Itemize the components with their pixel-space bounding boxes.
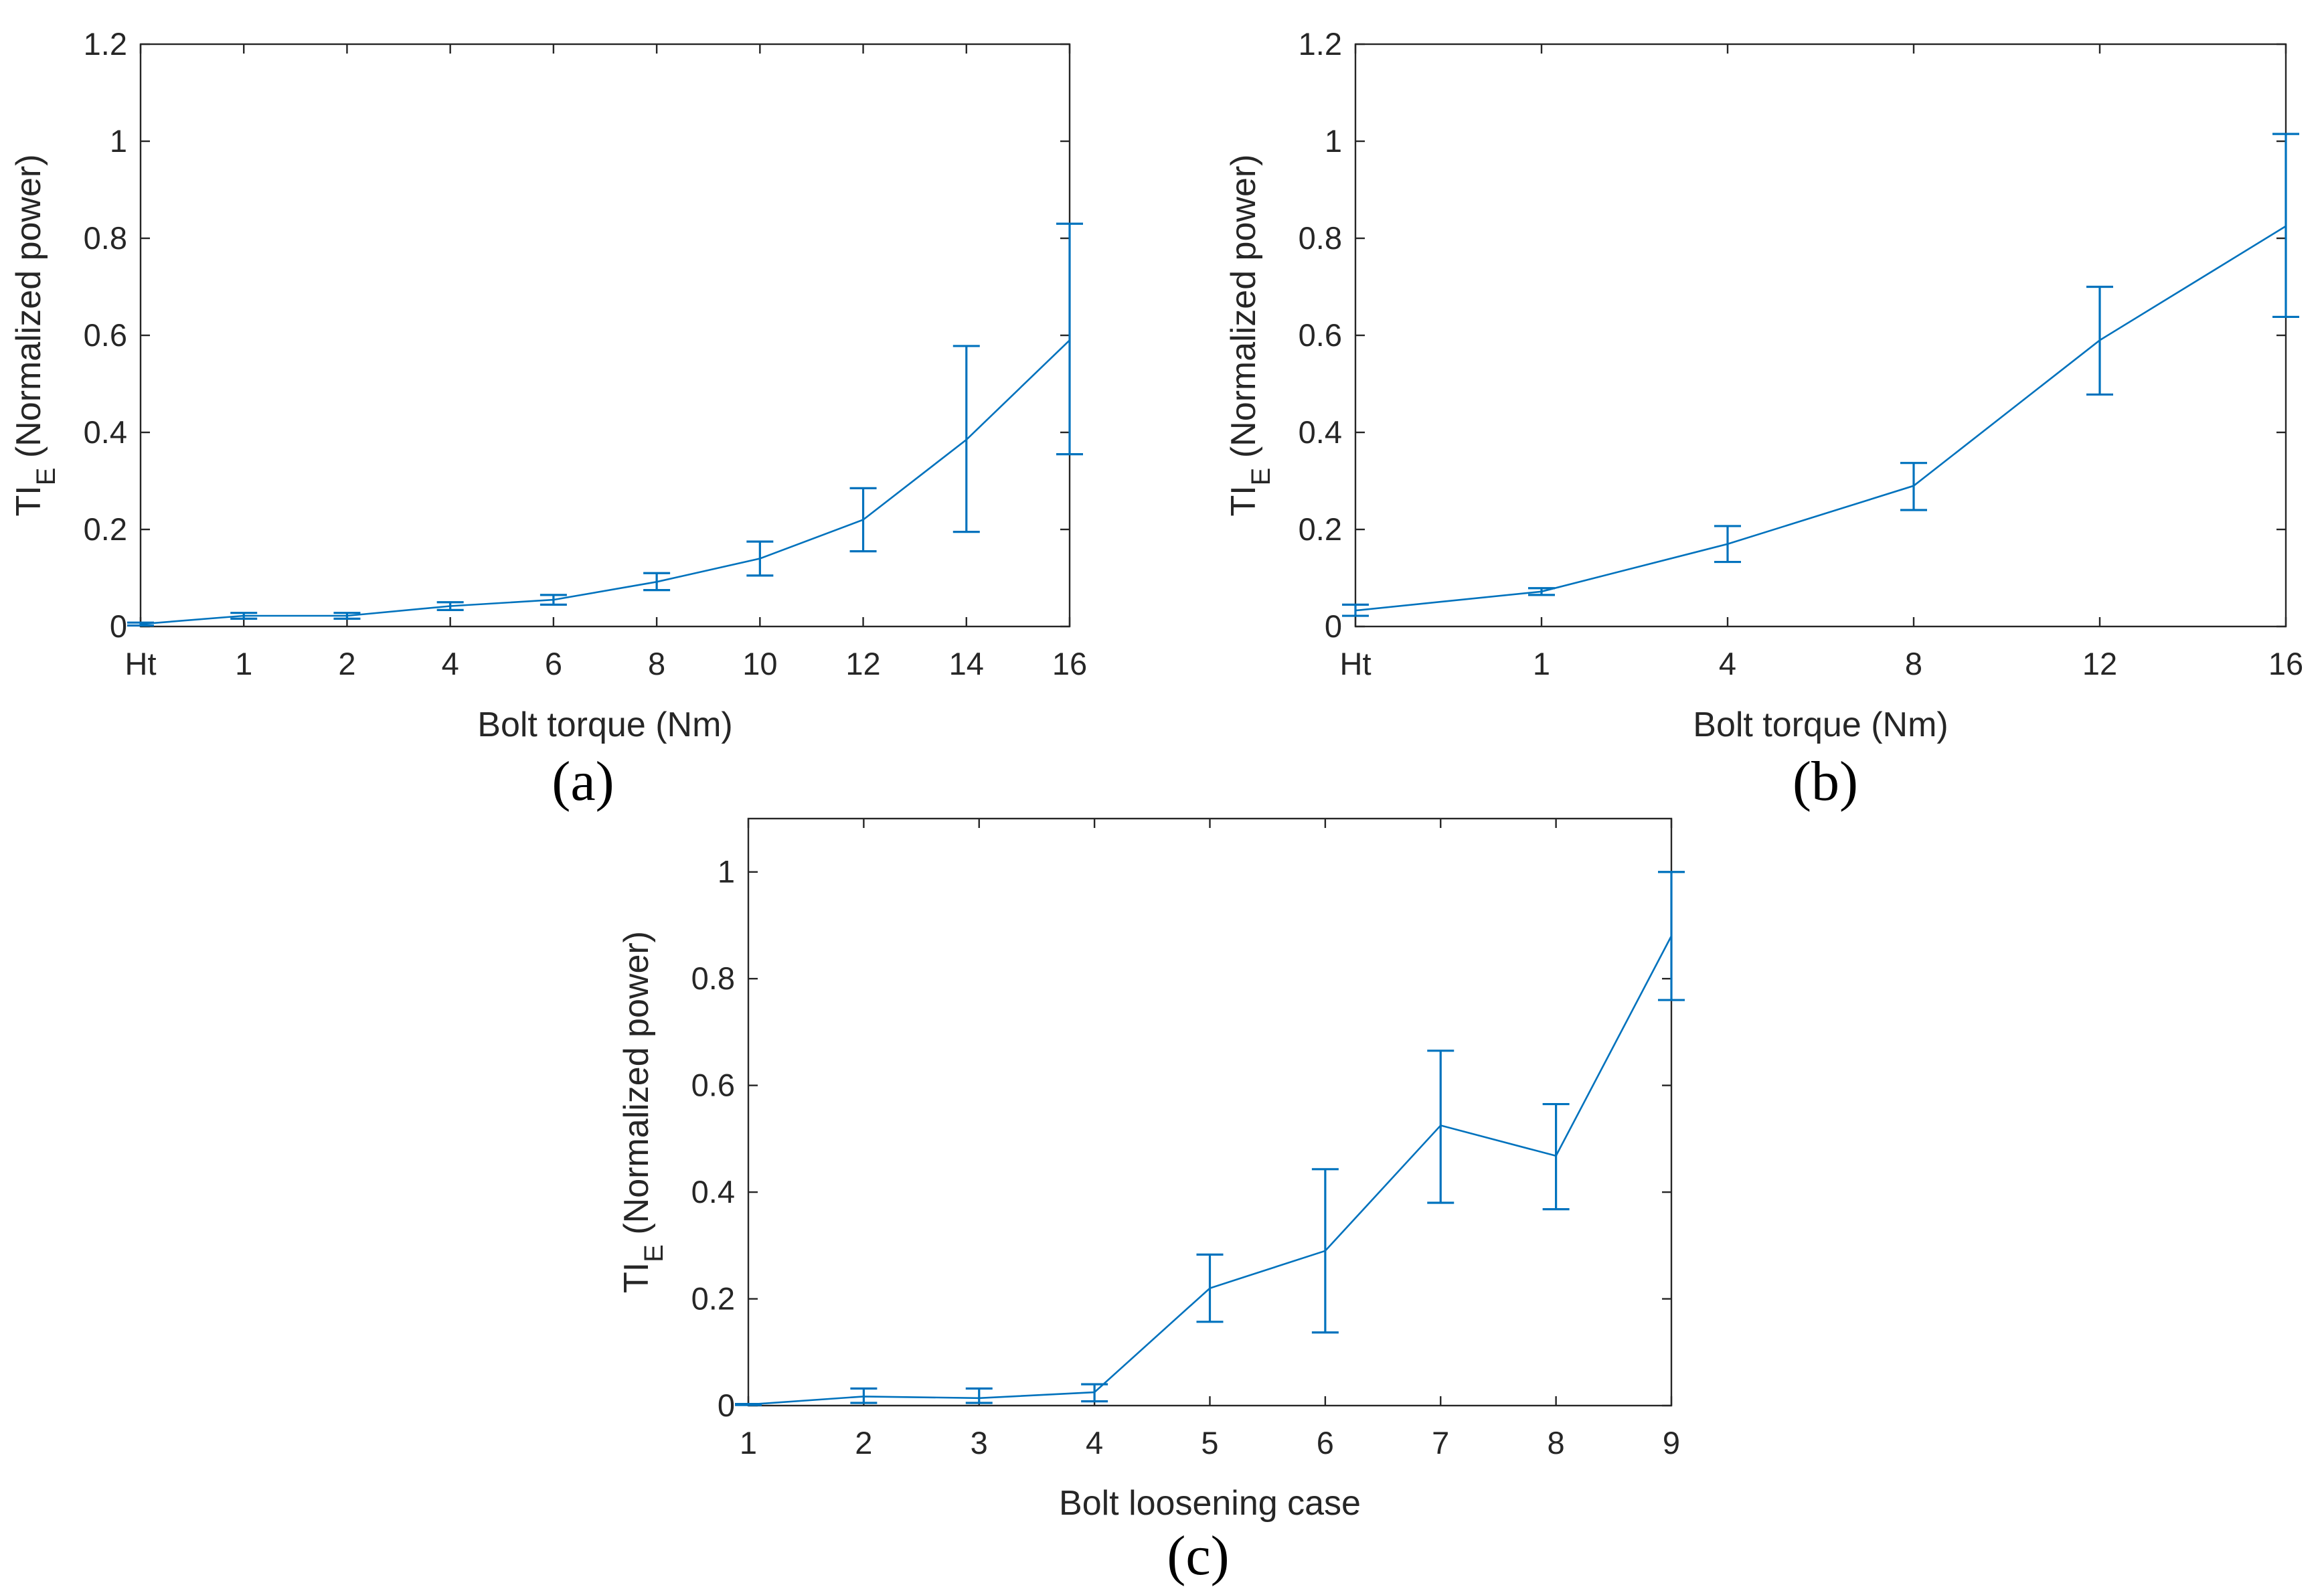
y-tick-label: 1 (110, 123, 127, 159)
y-tick-label: 0.8 (691, 960, 735, 996)
y-axis-label-sub: E (31, 468, 61, 486)
x-tick-label: 1 (740, 1425, 757, 1460)
y-axis-label-main: TI (9, 485, 48, 516)
x-tick-label: 1 (235, 646, 252, 681)
x-tick-label: 14 (949, 646, 984, 681)
y-tick-label: 0.6 (691, 1068, 735, 1103)
y-tick-label: 0 (1325, 608, 1342, 644)
x-tick-label: 4 (1086, 1425, 1103, 1460)
error-bar (746, 540, 774, 577)
error-bar (230, 612, 258, 620)
x-tick-label: 6 (545, 646, 562, 681)
series-line (1355, 225, 2287, 612)
x-tick-label: 2 (338, 646, 355, 681)
x-tick-label: 8 (1548, 1425, 1565, 1460)
y-axis-label-main: TI (617, 1262, 656, 1293)
x-axis-label: Bolt torque (Nm) (477, 705, 732, 744)
error-bar (1056, 222, 1083, 456)
x-tick-label: 12 (845, 646, 880, 681)
error-bar (2272, 133, 2299, 319)
series-line (748, 935, 1673, 1406)
error-bar (1542, 1102, 1570, 1211)
y-axis-label-main: TI (1224, 485, 1263, 516)
chart-panel-b: 0 0.2 0.4 0.6 0.8 1 1.2 Ht 1 4 8 12 16 Bolt torque (N… (1224, 26, 2303, 813)
error-bar (952, 345, 980, 533)
error-bar (540, 594, 567, 606)
error-bar (1714, 525, 1741, 564)
y-axis-label: TIE (Normalized power) (617, 931, 669, 1293)
y-axis-label-rest: (Normalized power) (1224, 154, 1263, 467)
y-tick-label: 0.2 (84, 511, 127, 547)
panel-label: (c) (1167, 1525, 1229, 1587)
error-bar (849, 487, 877, 553)
error-bar (1311, 1168, 1339, 1334)
panel-label: (a) (552, 750, 614, 813)
series-line (140, 339, 1070, 625)
x-tick-label: 7 (1432, 1425, 1449, 1460)
x-axis-label: Bolt loosening case (1059, 1484, 1361, 1523)
y-tick-label: 0.8 (84, 220, 127, 256)
error-bar (1900, 462, 1927, 511)
error-bar (1081, 1383, 1108, 1403)
y-tick-label: 0.2 (1299, 511, 1342, 547)
x-tick-label: Ht (125, 646, 157, 681)
x-tick-label: 3 (971, 1425, 988, 1460)
error-bar (1342, 603, 1369, 617)
y-axis-label: TIE (Normalized power) (1224, 154, 1276, 516)
error-bar (965, 1387, 993, 1404)
x-tick-label: 2 (855, 1425, 872, 1460)
error-bar (1658, 871, 1685, 1001)
x-tick-label: Ht (1340, 646, 1372, 681)
y-tick-label: 1 (718, 854, 735, 890)
x-axis-label: Bolt torque (Nm) (1693, 705, 1948, 744)
y-tick-label: 1 (1325, 123, 1342, 159)
y-tick-label: 0 (718, 1388, 735, 1423)
x-tick-label: 16 (1052, 646, 1087, 681)
chart-panel-c: 0 0.2 0.4 0.6 0.8 1 1 2 3 4 5 6 7 8 9 Bolt loosening ca… (617, 817, 1685, 1587)
error-bar (850, 1387, 878, 1404)
y-axis-label-sub: E (1246, 468, 1276, 486)
y-tick-label: 0.6 (84, 317, 127, 353)
x-tick-label: 5 (1201, 1425, 1218, 1460)
y-tick-label: 1.2 (1299, 26, 1342, 62)
axes-box (1354, 43, 2287, 628)
error-bar (643, 572, 671, 592)
panel-label: (b) (1793, 750, 1858, 813)
y-axis-label-sub: E (639, 1244, 669, 1262)
error-bar (2086, 285, 2113, 396)
x-tick-label: 1 (1533, 646, 1550, 681)
y-tick-label: 1.2 (84, 26, 127, 62)
x-tick-label: 16 (2268, 646, 2303, 681)
y-tick-label: 0.8 (1299, 220, 1342, 256)
y-axis-label: TIE (Normalized power) (9, 154, 61, 516)
y-axis-label-rest: (Normalized power) (617, 931, 656, 1244)
y-axis-label-rest: (Normalized power) (9, 154, 48, 467)
x-tick-label: 6 (1317, 1425, 1334, 1460)
error-bar (436, 601, 464, 611)
x-tick-label: 9 (1663, 1425, 1680, 1460)
error-bar (127, 621, 154, 627)
x-tick-label: 8 (1905, 646, 1922, 681)
error-bar (1427, 1050, 1455, 1204)
x-tick-label: 4 (442, 646, 459, 681)
y-tick-label: 0.2 (691, 1281, 735, 1317)
y-tick-label: 0.4 (691, 1174, 735, 1209)
axes-box (139, 43, 1071, 628)
error-bar (1528, 587, 1555, 596)
x-tick-label: 12 (2082, 646, 2117, 681)
error-bar (333, 612, 361, 620)
y-tick-label: 0.4 (1299, 414, 1342, 450)
x-tick-label: 10 (742, 646, 777, 681)
x-tick-label: 4 (1719, 646, 1736, 681)
y-tick-label: 0.6 (1299, 317, 1342, 353)
y-tick-label: 0 (110, 608, 127, 644)
y-tick-label: 0.4 (84, 414, 127, 450)
error-bar (735, 1403, 762, 1406)
x-tick-label: 8 (648, 646, 665, 681)
error-bar (1196, 1253, 1224, 1323)
